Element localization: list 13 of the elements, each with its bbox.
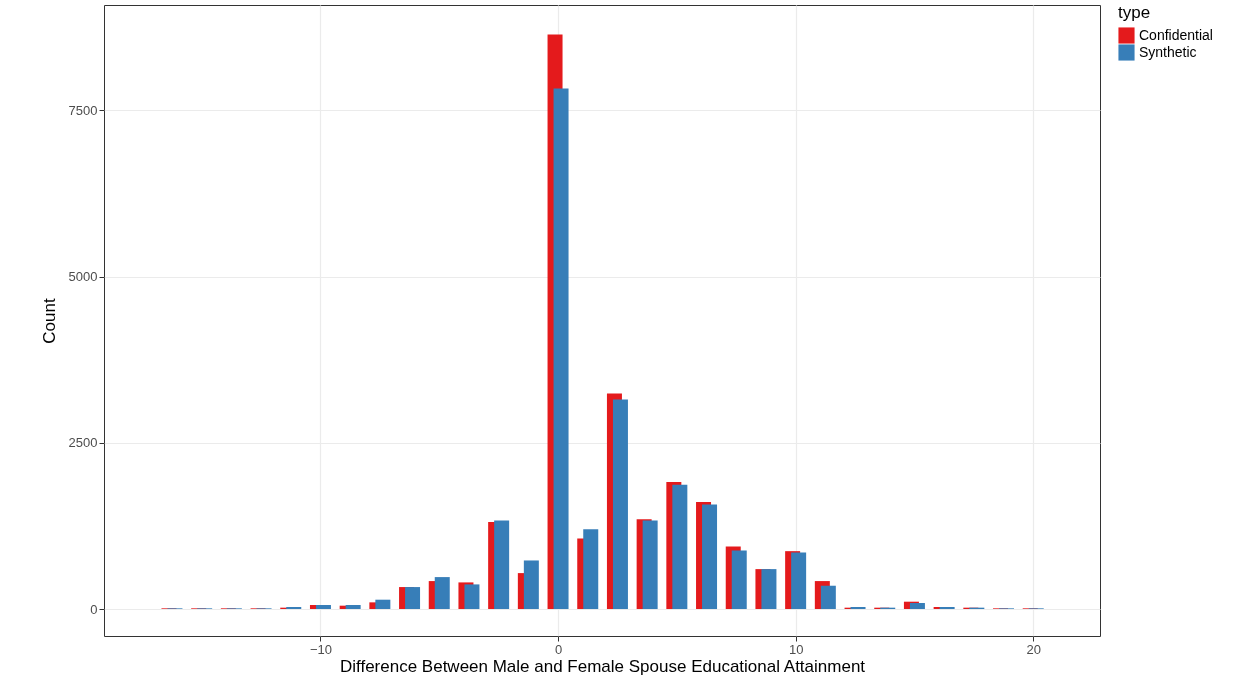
y-tick-label: 2500 <box>68 435 98 451</box>
x-tick-label: 20 <box>1026 641 1041 657</box>
legend-title: type <box>1118 3 1151 22</box>
y-tick-label: 7500 <box>68 102 98 118</box>
y-axis-title: Count <box>39 298 59 344</box>
x-tick-label: 0 <box>554 641 563 657</box>
x-axis-title: Difference Between Male and Female Spouse Educational Attainment <box>339 656 866 676</box>
legend-label: Confidential <box>1139 26 1213 43</box>
x-tick-label: −10 <box>309 641 332 657</box>
legend-label: Synthetic <box>1139 43 1197 60</box>
y-tick-label: 5000 <box>68 269 98 285</box>
y-tick-label: 0 <box>90 601 98 617</box>
x-tick-label: 10 <box>788 641 804 657</box>
